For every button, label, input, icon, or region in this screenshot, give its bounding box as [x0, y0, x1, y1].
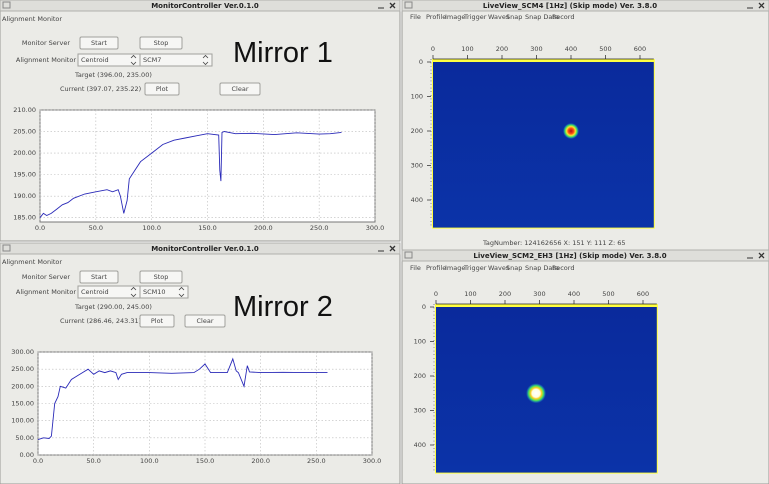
menu-item[interactable]: Snap — [506, 264, 522, 272]
mode-select-value: Centroid — [81, 56, 109, 64]
start-button-label: Start — [91, 273, 107, 281]
y-tick-label: 300 — [414, 407, 426, 415]
alignment-label: Alignment Monitor — [16, 288, 76, 296]
x-tick-label: 0.0 — [33, 457, 43, 465]
target-select-value: SCM10 — [143, 288, 166, 296]
menu-item[interactable]: File — [410, 264, 421, 272]
x-tick-label: 100.0 — [142, 224, 161, 232]
y-tick-label: 400 — [414, 441, 426, 449]
x-tick-label: 200.0 — [251, 457, 270, 465]
y-tick-label: 100 — [414, 338, 426, 346]
x-tick-label: 100 — [464, 290, 476, 298]
mirror-label: Mirror 2 — [233, 291, 333, 323]
x-tick-label: 200 — [499, 290, 511, 298]
menu-item[interactable]: Profile — [426, 13, 446, 21]
y-tick-label: 250.00 — [11, 365, 34, 373]
screenshot: MonitorController Ver.0.1.0 Alignment Mon… — [0, 0, 769, 484]
start-button-label: Start — [91, 39, 107, 47]
y-tick-label: 300.00 — [11, 348, 34, 356]
x-tick-label: 300 — [533, 290, 545, 298]
window-title: LiveView_SCM4 [1Hz] (Skip mode) Ver. 3.8… — [483, 2, 657, 10]
camera-image — [433, 62, 654, 228]
x-tick-label: 100.0 — [140, 457, 159, 465]
target-readout: Target (396.00, 235.00) — [74, 71, 152, 79]
x-tick-label: 400 — [565, 45, 577, 53]
x-tick-label: 300.0 — [366, 224, 385, 232]
x-tick-label: 100 — [461, 45, 473, 53]
y-tick-label: 0 — [419, 58, 423, 66]
x-tick-label: 500 — [599, 45, 611, 53]
plot-button-label: Plot — [156, 85, 169, 93]
x-tick-label: 400 — [568, 290, 580, 298]
y-tick-label: 300 — [411, 162, 423, 170]
server-label: Monitor Server — [22, 39, 70, 47]
x-tick-label: 250.0 — [307, 457, 326, 465]
current-readout: Current (286.46, 243.31) — [60, 317, 141, 325]
y-tick-label: 50.00 — [15, 434, 34, 442]
x-tick-label: 150.0 — [198, 224, 217, 232]
x-tick-label: 50.0 — [89, 224, 103, 232]
x-tick-label: 600 — [637, 290, 649, 298]
y-tick-label: 200 — [414, 372, 426, 380]
x-tick-label: 50.0 — [86, 457, 100, 465]
y-tick-label: 200.00 — [11, 382, 34, 390]
y-tick-label: 185.00 — [13, 214, 36, 222]
y-tick-label: 210.00 — [13, 106, 36, 114]
y-tick-label: 190.00 — [13, 192, 36, 200]
y-tick-label: 100.00 — [11, 417, 34, 425]
y-tick-label: 0 — [422, 303, 426, 311]
menu-item[interactable]: Record — [552, 13, 574, 21]
x-tick-label: 300.0 — [363, 457, 382, 465]
x-tick-label: 0 — [434, 290, 438, 298]
window-title: MonitorController Ver.0.1.0 — [151, 2, 259, 10]
current-readout: Current (397.07, 235.22) — [60, 85, 141, 93]
x-tick-label: 600 — [634, 45, 646, 53]
menu-item[interactable]: Record — [552, 264, 574, 272]
menu-item[interactable]: File — [410, 13, 421, 21]
mirror-label: Mirror 1 — [233, 37, 333, 69]
x-tick-label: 150.0 — [196, 457, 215, 465]
section-label: Alignment Monitor — [2, 15, 62, 23]
y-tick-label: 195.00 — [13, 171, 36, 179]
menu-item[interactable]: Snap — [506, 13, 522, 21]
beam-spot — [563, 123, 579, 139]
y-tick-label: 100 — [411, 93, 423, 101]
section-label: Alignment Monitor — [2, 258, 62, 266]
mode-select-value: Centroid — [81, 288, 109, 296]
x-tick-label: 0 — [431, 45, 435, 53]
y-tick-label: 200 — [411, 127, 423, 135]
y-tick-label: 0.00 — [20, 451, 34, 459]
menu-item[interactable]: Profile — [426, 264, 446, 272]
menu-item[interactable]: Image — [445, 264, 465, 272]
x-tick-label: 500 — [602, 290, 614, 298]
x-tick-label: 0.0 — [35, 224, 45, 232]
target-readout: Target (290.00, 245.00) — [74, 303, 152, 311]
x-tick-label: 250.0 — [310, 224, 329, 232]
x-tick-label: 200 — [496, 45, 508, 53]
status-text: TagNumber: 124162656 X: 151 Y: 111 Z: 65 — [482, 239, 626, 247]
menu-item[interactable]: Trigger — [463, 264, 487, 272]
beam-spot — [526, 383, 546, 403]
alignment-label: Alignment Monitor — [16, 56, 76, 64]
window-title: LiveView_SCM2_EH3 [1Hz] (Skip mode) Ver.… — [473, 252, 666, 260]
x-tick-label: 300 — [530, 45, 542, 53]
camera-image — [436, 307, 657, 473]
plot-button-label: Plot — [151, 317, 164, 325]
menu-item[interactable]: Trigger — [463, 13, 487, 21]
stop-button-label: Stop — [154, 273, 169, 281]
y-tick-label: 400 — [411, 196, 423, 204]
server-label: Monitor Server — [22, 273, 70, 281]
stop-button-label: Stop — [154, 39, 169, 47]
y-tick-label: 200.00 — [13, 149, 36, 157]
y-tick-label: 150.00 — [11, 400, 34, 408]
clear-button-label: Clear — [197, 317, 214, 325]
menu-item[interactable]: Image — [445, 13, 465, 21]
y-tick-label: 205.00 — [13, 128, 36, 136]
target-select-value: SCM7 — [143, 56, 161, 64]
window-title: MonitorController Ver.0.1.0 — [151, 245, 259, 253]
clear-button-label: Clear — [232, 85, 249, 93]
x-tick-label: 200.0 — [254, 224, 273, 232]
